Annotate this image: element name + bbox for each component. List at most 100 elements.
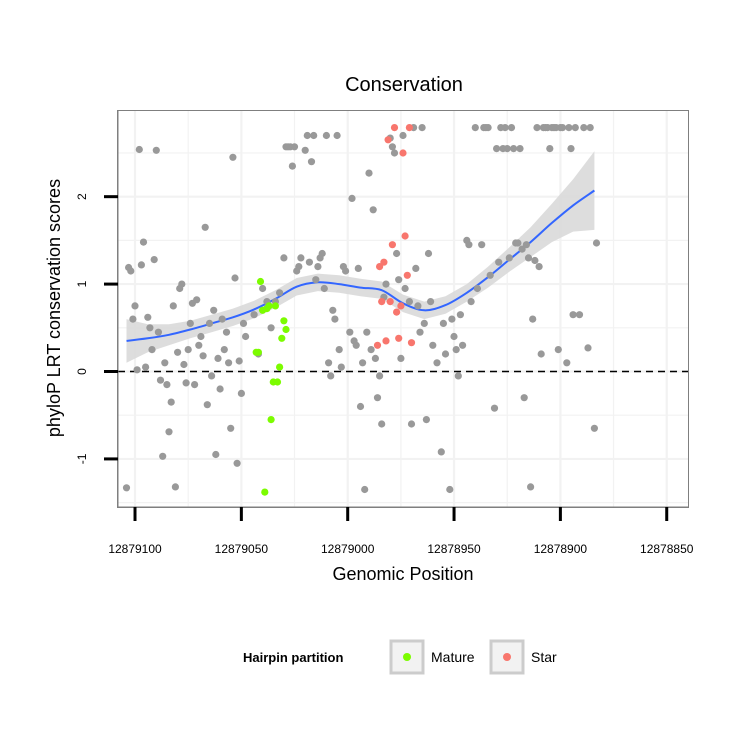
data-point-other <box>305 258 313 266</box>
data-point-other <box>514 239 522 247</box>
data-point-other <box>191 381 199 389</box>
x-tick-label: 12878850 <box>640 542 694 556</box>
data-point-other <box>520 394 528 402</box>
data-point-other <box>154 328 162 336</box>
data-point-mature <box>280 317 288 325</box>
data-point-other <box>365 169 373 177</box>
data-point-other <box>174 348 182 356</box>
data-point-other <box>233 459 241 467</box>
data-point-other <box>322 131 330 140</box>
data-point-other <box>329 306 337 314</box>
data-point-other <box>327 372 335 380</box>
data-point-other <box>563 359 571 367</box>
data-point-other <box>369 206 377 214</box>
data-point-other <box>314 263 322 271</box>
data-point-other <box>486 271 494 279</box>
x-axis: 12879100 12879050 12879000 12878950 12878900… <box>108 506 694 556</box>
data-point-other <box>156 376 165 384</box>
data-point-other <box>259 284 267 293</box>
data-point-other <box>312 276 320 284</box>
data-point-other <box>212 450 220 459</box>
data-point-other <box>337 363 345 371</box>
data-point-star <box>382 337 390 345</box>
data-point-other <box>135 145 143 154</box>
y-axis-title: phyloP LRT conservation scores <box>44 179 64 437</box>
data-point-other <box>533 124 541 132</box>
data-point-other <box>418 124 426 132</box>
data-point-mature <box>273 378 282 386</box>
data-point-star <box>386 298 394 306</box>
confidence-band-group <box>126 151 595 363</box>
data-point-other <box>450 332 458 341</box>
data-point-other <box>429 341 437 349</box>
data-point-other <box>250 311 258 319</box>
data-point-other <box>348 194 356 202</box>
data-point-star <box>388 241 396 249</box>
data-point-other <box>218 315 226 323</box>
data-point-other <box>354 264 362 272</box>
data-point-star <box>401 232 409 240</box>
data-point-other <box>439 319 447 327</box>
data-point-other <box>478 241 486 249</box>
data-point-mature <box>278 334 286 342</box>
y-tick-label: -1 <box>75 453 89 464</box>
data-point-star <box>405 124 413 132</box>
data-point-other <box>359 359 367 367</box>
data-point-other <box>397 354 405 362</box>
data-point-other <box>575 311 584 319</box>
data-point-other <box>320 284 328 293</box>
data-point-other <box>195 341 203 349</box>
data-point-other <box>222 328 231 336</box>
data-point-other <box>290 143 299 151</box>
data-point-other <box>310 131 318 140</box>
data-point-other <box>376 372 384 380</box>
data-point-other <box>199 352 207 360</box>
data-point-other <box>433 359 441 367</box>
data-point-star <box>378 298 386 306</box>
data-point-other <box>152 146 160 154</box>
data-point-other <box>567 145 575 153</box>
data-point-other <box>569 311 577 319</box>
data-point-other <box>237 389 245 397</box>
data-point-other <box>507 124 516 132</box>
data-point-star <box>376 263 384 271</box>
data-point-other <box>537 350 545 358</box>
data-point-other <box>546 145 554 153</box>
smooth-line-group <box>126 189 595 342</box>
legend: Hairpin partition Mature Star <box>243 639 557 675</box>
data-point-other <box>239 319 248 327</box>
legend-label-mature: Mature <box>431 649 475 665</box>
data-point-other <box>280 254 288 262</box>
data-point-other <box>133 366 141 374</box>
data-point-other <box>331 315 339 323</box>
data-point-other <box>580 124 588 132</box>
data-point-other <box>509 145 518 153</box>
data-point-other <box>424 249 433 258</box>
data-point-other <box>586 124 594 132</box>
data-point-other <box>184 346 192 354</box>
data-point-other <box>412 264 420 272</box>
data-point-other <box>186 319 194 327</box>
data-point-other <box>448 315 456 323</box>
data-point-star <box>407 339 416 347</box>
data-point-other <box>267 324 275 332</box>
data-point-other <box>146 324 154 332</box>
data-point-other <box>456 311 464 319</box>
data-point-other <box>382 280 390 288</box>
data-point-other <box>571 124 579 132</box>
legend-key-star <box>489 639 525 675</box>
data-point-other <box>524 254 533 262</box>
data-point-other <box>361 485 369 494</box>
data-point-other <box>590 424 599 432</box>
data-point-other <box>399 131 407 140</box>
data-point-other <box>465 241 473 249</box>
data-point-other <box>288 162 296 170</box>
data-point-mature <box>282 325 290 334</box>
data-point-other <box>452 346 460 354</box>
legend-label-star: Star <box>531 649 557 665</box>
data-point-other <box>522 241 531 249</box>
data-point-other <box>405 298 413 306</box>
legend-dot-mature <box>403 653 411 661</box>
data-point-other <box>214 354 222 362</box>
data-point-other <box>325 359 333 367</box>
